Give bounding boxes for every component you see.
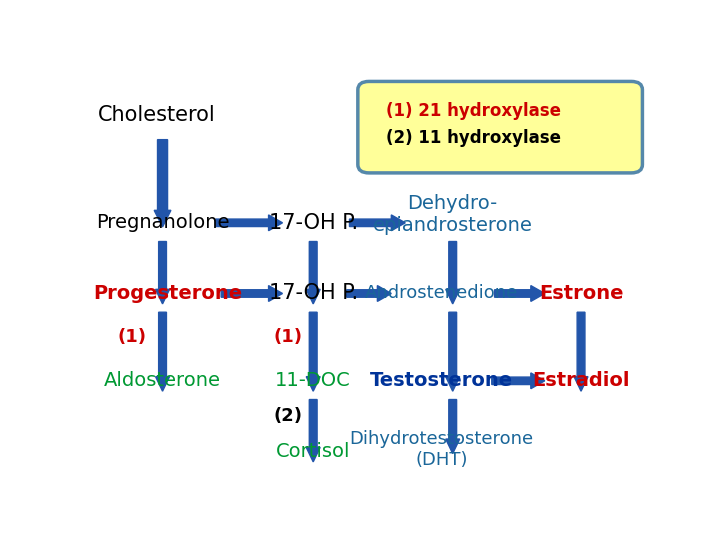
FancyBboxPatch shape (358, 82, 642, 173)
FancyArrow shape (492, 373, 545, 389)
FancyArrow shape (215, 215, 282, 231)
Text: 17-OH P.: 17-OH P. (269, 213, 358, 233)
Text: Testosterone: Testosterone (370, 372, 513, 390)
FancyArrow shape (306, 312, 320, 391)
FancyArrow shape (495, 286, 545, 301)
Text: Dehydro-
epiandrosterone: Dehydro- epiandrosterone (373, 194, 533, 235)
Text: Estradiol: Estradiol (532, 372, 630, 390)
Text: Pregnanolone: Pregnanolone (96, 213, 229, 232)
Text: Progesterone: Progesterone (94, 284, 243, 303)
Text: Cholesterol: Cholesterol (98, 105, 216, 125)
Text: (2): (2) (274, 407, 302, 425)
Text: (1) 21 hydroxylase: (1) 21 hydroxylase (386, 102, 561, 120)
FancyArrow shape (574, 312, 588, 391)
Text: (1): (1) (274, 328, 302, 346)
FancyArrow shape (156, 241, 169, 304)
FancyArrow shape (154, 140, 171, 227)
Text: (1): (1) (117, 328, 146, 346)
FancyArrow shape (446, 400, 459, 454)
Text: Estrone: Estrone (539, 284, 624, 303)
Text: Aldosterone: Aldosterone (104, 372, 221, 390)
FancyArrow shape (349, 215, 405, 231)
Text: Cortisol: Cortisol (276, 442, 351, 461)
FancyArrow shape (446, 312, 459, 391)
Text: (2) 11 hydroxylase: (2) 11 hydroxylase (386, 129, 561, 147)
FancyArrow shape (347, 286, 392, 301)
Text: Dihydrotestosterone
(DHT): Dihydrotestosterone (DHT) (349, 430, 534, 469)
Text: 11-DOC: 11-DOC (275, 372, 351, 390)
FancyArrow shape (306, 241, 320, 304)
Text: Androstenedione: Androstenedione (365, 285, 518, 302)
FancyArrow shape (446, 241, 459, 304)
FancyArrow shape (306, 400, 320, 462)
FancyArrow shape (221, 286, 282, 301)
FancyArrow shape (156, 312, 169, 391)
Text: 17-OH P.: 17-OH P. (269, 284, 358, 303)
